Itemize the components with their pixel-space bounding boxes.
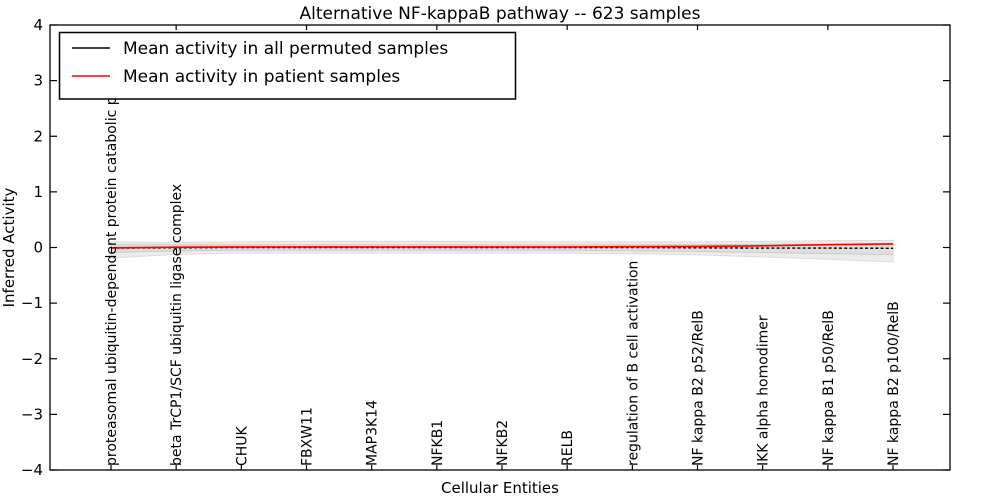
x-tick-label: NFKB2 xyxy=(495,420,511,466)
x-tick-label: FBXW11 xyxy=(300,407,316,466)
axes-frame xyxy=(49,24,951,471)
legend-label-patient: Mean activity in patient samples xyxy=(123,67,400,87)
y-tick-label: −1 xyxy=(21,294,43,312)
chart-title: Alternative NF-kappaB pathway -- 623 sam… xyxy=(300,4,701,24)
x-tick-label: CHUK xyxy=(234,425,250,466)
y-tick-label: −3 xyxy=(21,405,43,423)
y-axis-label: Inferred Activity xyxy=(0,187,18,307)
y-tick-label: 1 xyxy=(33,183,43,201)
x-tick-label: NF kappa B1 p50/RelB xyxy=(821,310,837,466)
legend-box xyxy=(58,31,517,100)
x-tick-label: MAP3K14 xyxy=(365,400,381,466)
patient-mean-line xyxy=(110,243,894,249)
x-axis-label: Cellular Entities xyxy=(441,479,559,497)
x-tick-label: NF kappa B2 p52/RelB xyxy=(691,310,707,466)
x-tick-label: regulation of B cell activation xyxy=(625,261,641,466)
x-tick-label: beta TrCP1/SCF ubiquitin ligase complex xyxy=(169,184,185,466)
y-tick-label: 0 xyxy=(33,239,43,257)
x-tick-label: proteasomal ubiquitin-dependent protein … xyxy=(104,90,120,466)
y-tick-label: 2 xyxy=(33,127,43,145)
x-tick-label: RELB xyxy=(560,430,576,466)
y-tick-label: 4 xyxy=(33,16,43,34)
legend: Mean activity in all permuted samples Me… xyxy=(58,31,517,100)
x-tick-label: IKK alpha homodimer xyxy=(756,315,772,466)
y-tick-label: 3 xyxy=(33,72,43,90)
axis-tick-labels: 4 3 2 1 0 −1 −2 −3 −4 proteasomal ubiquitin-depen… xyxy=(21,16,902,479)
y-tick-label: −2 xyxy=(21,350,43,368)
x-tick-label: NFKB1 xyxy=(430,420,446,466)
plot-area xyxy=(110,239,894,263)
y-tick-label: −4 xyxy=(21,461,43,479)
x-tick-label: NF kappa B2 p100/RelB xyxy=(886,301,902,466)
legend-label-permuted: Mean activity in all permuted samples xyxy=(123,39,448,59)
